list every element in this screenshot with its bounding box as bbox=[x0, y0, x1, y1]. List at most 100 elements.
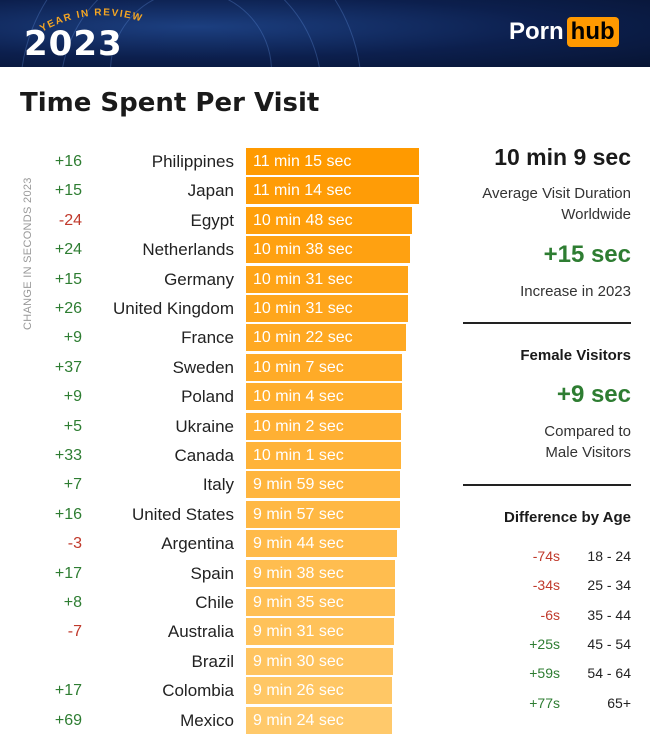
bar-value-label: 10 min 4 sec bbox=[253, 388, 344, 406]
bar bbox=[246, 148, 419, 175]
divider-2 bbox=[463, 484, 631, 486]
age-difference-value: +59s bbox=[529, 665, 560, 682]
bar bbox=[246, 647, 393, 675]
bar bbox=[246, 589, 395, 616]
bar bbox=[246, 559, 395, 587]
country-label: Germany bbox=[164, 269, 234, 289]
female-visitors-label-1: Compared to bbox=[544, 423, 631, 440]
age-group-label: 45 - 54 bbox=[587, 635, 631, 652]
change-value: +7 bbox=[63, 476, 82, 494]
country-bar-chart: +16 Philippines 11 min 15 sec +15 Japan 11 mi… bbox=[54, 148, 419, 734]
bar bbox=[246, 383, 402, 411]
age-difference-value: +77s bbox=[529, 694, 560, 711]
country-label: Argentina bbox=[161, 534, 234, 554]
page-title: Time Spent Per Visit bbox=[20, 88, 320, 118]
bar bbox=[246, 412, 401, 440]
bar bbox=[246, 471, 400, 499]
bar bbox=[246, 324, 406, 352]
bar bbox=[246, 353, 402, 381]
bar bbox=[246, 618, 394, 646]
age-group-label: 54 - 64 bbox=[587, 665, 631, 682]
change-value: +69 bbox=[54, 711, 82, 729]
country-label: Mexico bbox=[180, 710, 234, 730]
average-duration-label-1: Average Visit Duration bbox=[482, 185, 631, 202]
country-label: United Kingdom bbox=[113, 299, 234, 318]
bar bbox=[246, 177, 419, 205]
change-value: +9 bbox=[63, 329, 82, 347]
year-in-review-arc: YEAR IN REVIEW bbox=[38, 7, 143, 34]
year-label: 2023 bbox=[24, 24, 123, 64]
bar-value-label: 10 min 7 sec bbox=[253, 358, 344, 376]
female-visitors-value: +9 sec bbox=[556, 381, 631, 408]
bar-value-label: 9 min 44 sec bbox=[253, 535, 344, 553]
bar bbox=[246, 677, 392, 705]
bar bbox=[246, 530, 397, 558]
change-value: -7 bbox=[67, 623, 82, 641]
country-label: Japan bbox=[187, 181, 234, 201]
age-group-label: 65+ bbox=[607, 694, 631, 711]
bar-value-label: 9 min 30 sec bbox=[253, 652, 344, 670]
age-difference-value: -74s bbox=[532, 548, 560, 564]
country-label: Italy bbox=[202, 475, 234, 495]
change-value: +17 bbox=[54, 682, 82, 700]
age-difference-value: -6s bbox=[540, 606, 560, 623]
logo-text-left: Porn bbox=[509, 18, 564, 45]
change-value: +17 bbox=[54, 564, 82, 582]
age-difference-value: -34s bbox=[532, 577, 560, 594]
country-label: Brazil bbox=[191, 651, 234, 671]
bar bbox=[246, 442, 401, 469]
change-value: -3 bbox=[67, 535, 82, 553]
bar-value-label: 9 min 38 sec bbox=[253, 564, 344, 582]
average-duration-label-2: Worldwide bbox=[561, 206, 631, 223]
increase-value: +15 sec bbox=[543, 241, 631, 268]
change-value: +33 bbox=[54, 447, 82, 464]
country-label: Ukraine bbox=[175, 416, 234, 436]
country-label: Poland bbox=[181, 387, 234, 407]
change-value: +24 bbox=[54, 241, 82, 259]
brand-logo: Porn hub bbox=[509, 17, 619, 47]
bar bbox=[246, 236, 410, 264]
change-value: +26 bbox=[54, 300, 82, 317]
bar-value-label: 10 min 31 sec bbox=[253, 300, 353, 317]
bar-value-label: 10 min 38 sec bbox=[253, 241, 353, 259]
bar bbox=[246, 500, 400, 528]
bar-value-label: 10 min 2 sec bbox=[253, 417, 344, 435]
country-label: Colombia bbox=[162, 681, 234, 701]
country-label: Spain bbox=[190, 563, 234, 583]
female-visitors-heading: Female Visitors bbox=[520, 347, 631, 364]
bar-value-label: 9 min 26 sec bbox=[253, 682, 344, 700]
change-value: +16 bbox=[54, 153, 82, 170]
country-label: Philippines bbox=[151, 152, 234, 171]
country-label: France bbox=[181, 328, 234, 348]
age-group-label: 35 - 44 bbox=[587, 606, 631, 623]
age-group-label: 25 - 34 bbox=[587, 577, 631, 594]
change-value: +15 bbox=[54, 182, 82, 200]
change-value: +16 bbox=[54, 505, 82, 523]
bar bbox=[246, 706, 392, 734]
bar-value-label: 10 min 31 sec bbox=[253, 270, 353, 288]
country-label: Egypt bbox=[190, 210, 234, 230]
average-duration-value: 10 min 9 sec bbox=[494, 144, 631, 170]
age-difference-heading: Difference by Age bbox=[504, 509, 631, 526]
age-difference-value: +25s bbox=[529, 635, 560, 652]
bar bbox=[246, 295, 408, 322]
bar-value-label: 10 min 22 sec bbox=[253, 329, 353, 347]
country-label: United States bbox=[131, 504, 234, 524]
change-value: +5 bbox=[63, 417, 82, 435]
country-label: Canada bbox=[174, 446, 234, 465]
bar bbox=[246, 265, 408, 293]
bar-value-label: 9 min 57 sec bbox=[253, 505, 344, 523]
country-label: Sweden bbox=[172, 357, 234, 377]
logo-text-right: hub bbox=[566, 17, 619, 47]
bar-value-label: 10 min 1 sec bbox=[253, 447, 344, 464]
country-label: Chile bbox=[195, 593, 234, 612]
divider-1 bbox=[463, 322, 631, 324]
increase-label: Increase in 2023 bbox=[520, 283, 631, 300]
country-label: Australia bbox=[167, 622, 234, 642]
change-value: +8 bbox=[63, 594, 82, 611]
change-value: +37 bbox=[54, 358, 82, 376]
age-group-label: 18 - 24 bbox=[587, 548, 631, 564]
bar-value-label: 9 min 24 sec bbox=[253, 711, 344, 729]
bar-value-label: 9 min 35 sec bbox=[253, 594, 344, 611]
country-label: Netherlands bbox=[142, 240, 234, 260]
